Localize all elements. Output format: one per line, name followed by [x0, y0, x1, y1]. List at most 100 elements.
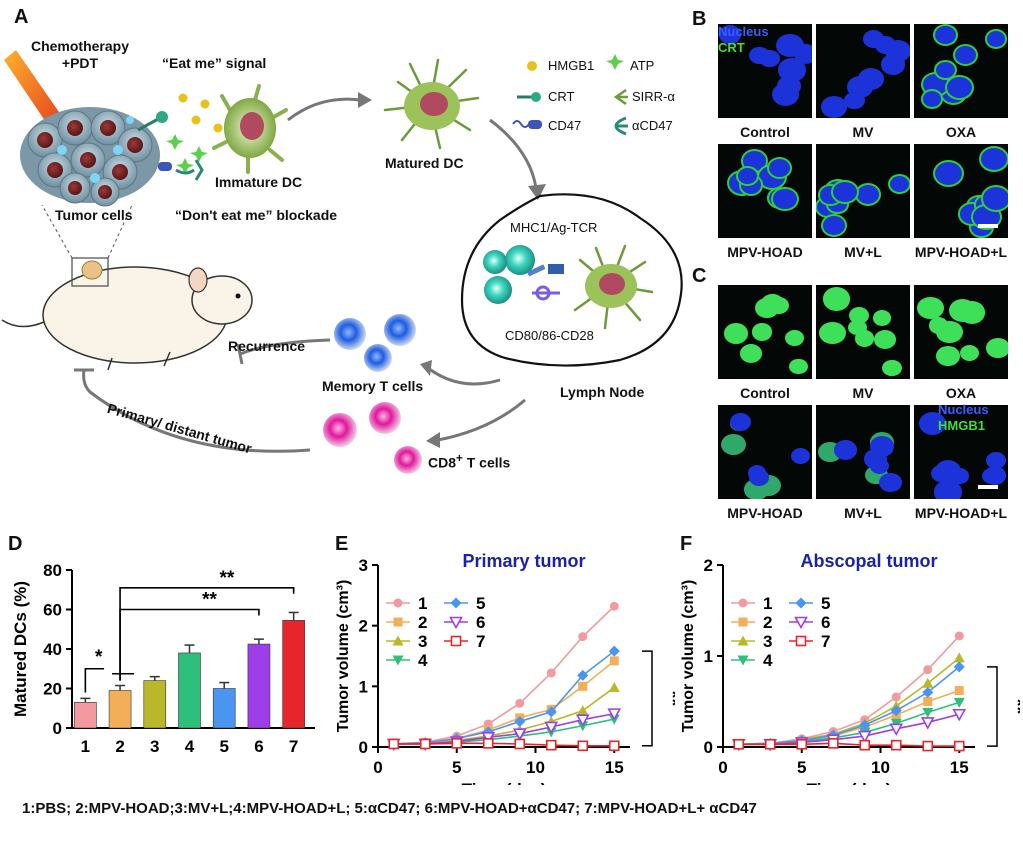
- immature-dc-label: Immature DC: [215, 174, 303, 190]
- legend-label: 6: [821, 613, 830, 632]
- x-tick-label: 7: [289, 737, 298, 756]
- cell-nucleus: [789, 358, 808, 375]
- hmgb1-micrograph: [914, 405, 1008, 499]
- cell-nucleus: [923, 73, 948, 95]
- cell-nucleus: [928, 317, 949, 335]
- data-point: [393, 598, 403, 608]
- x-tick-label: 1: [81, 737, 90, 756]
- data-point: [953, 661, 965, 673]
- atp-icon: [166, 134, 208, 174]
- cd80-label: CD80/86-CD28: [505, 328, 594, 343]
- c-stain-hmgb1: HMGB1: [938, 418, 985, 433]
- legend-acd47-icon: [614, 116, 628, 136]
- bar-6: [247, 643, 271, 729]
- cell-nucleus: [947, 77, 973, 99]
- y-tick-label: 1: [704, 647, 713, 666]
- data-point: [738, 598, 748, 608]
- cell-nucleus: [986, 452, 1007, 470]
- cell-nucleus: [855, 330, 875, 347]
- data-point: [608, 740, 620, 752]
- cell-nucleus: [718, 25, 742, 45]
- scale-bar: [978, 224, 998, 228]
- sig-label: *: [95, 647, 103, 668]
- legend-label: 2: [418, 613, 427, 632]
- chemo-pdt-label: Chemotherapy +PDT: [30, 38, 130, 71]
- cell-nucleus: [935, 61, 956, 79]
- y-axis-title: Tumor volume (cm³): [680, 580, 697, 733]
- cell-nucleus: [882, 359, 902, 377]
- data-point: [859, 739, 871, 751]
- hmgb1-caption: OXA: [945, 385, 977, 401]
- data-point: [512, 728, 527, 741]
- legend-hmgb1-icon: [527, 61, 537, 71]
- sig-bracket: [642, 650, 653, 747]
- hmgb1-micrograph: [718, 285, 812, 379]
- data-point: [794, 616, 808, 630]
- hmgb1-caption: MPV-HOAD+L: [914, 505, 1008, 521]
- legend-cd47-label: CD47: [548, 118, 582, 133]
- immature-dc: [212, 84, 288, 174]
- data-point: [419, 738, 431, 750]
- data-point: [859, 719, 871, 731]
- bar-7: [282, 620, 305, 729]
- cell-nucleus: [768, 158, 790, 177]
- data-point: [608, 645, 620, 657]
- data-point: [609, 656, 619, 666]
- data-point: [392, 655, 404, 666]
- mouse: [1, 204, 253, 371]
- x-tick-label: 15: [950, 758, 969, 777]
- x-tick-label: 5: [452, 758, 461, 777]
- hmgb1-caption: MPV-HOAD: [727, 505, 803, 521]
- data-point: [733, 738, 745, 750]
- data-point: [451, 738, 463, 749]
- cell-nucleus: [872, 310, 891, 326]
- cell-nucleus: [954, 45, 976, 64]
- x-tick-label: 0: [373, 758, 382, 777]
- cell-nucleus: [833, 440, 858, 461]
- legend-crt-label: CRT: [548, 89, 575, 104]
- crt-caption: MV: [852, 124, 874, 140]
- cell-nucleus: [986, 337, 1008, 358]
- panel-label-f: F: [680, 533, 693, 555]
- legend-sirr-label: SIRR-α: [632, 89, 675, 104]
- b-stain-nucleus: Nucleus: [718, 24, 769, 39]
- recurrence-label: Recurrence: [228, 338, 306, 354]
- eat-me-label: “Eat me” signal: [162, 55, 267, 71]
- sig-label: **: [219, 568, 234, 589]
- y-tick-label: 0: [53, 719, 62, 738]
- cell-nucleus: [880, 54, 906, 76]
- hmgb1-caption: MV+L: [844, 505, 882, 521]
- cell-nucleus: [870, 457, 890, 474]
- legend-atp-label: ATP: [630, 58, 655, 73]
- x-tick-label: 3: [150, 737, 159, 756]
- cell-nucleus: [959, 345, 979, 362]
- crt-micrograph: [816, 144, 910, 238]
- x-tick-label: 15: [605, 758, 624, 777]
- cell-nucleus: [749, 46, 770, 64]
- x-tick-label: 6: [254, 737, 263, 756]
- panel-label-a: A: [14, 6, 29, 28]
- cell-nucleus: [874, 330, 897, 349]
- data-point: [577, 705, 589, 716]
- dont-eat-me-label: “Don't eat me” blockade: [175, 207, 338, 223]
- tumor-cluster: [20, 107, 160, 207]
- cd8-label: CD8+ T cells: [428, 452, 511, 471]
- crt-caption: OXA: [945, 124, 977, 140]
- tumor-cells-label: Tumor cells: [55, 207, 133, 223]
- data-point: [920, 717, 935, 730]
- chart-e-primary: Primary tumor0123051015Time (day)Tumor v…: [335, 551, 675, 785]
- x-axis-title: Time (day): [807, 780, 892, 785]
- panel-label-b: B: [692, 8, 707, 30]
- matured-dc: [383, 58, 480, 150]
- data-point: [515, 698, 525, 708]
- cell-nucleus: [958, 301, 985, 324]
- schematic-figure: [1, 50, 683, 474]
- cell-nucleus: [822, 287, 851, 311]
- data-point: [922, 677, 934, 688]
- legend-sirr-icon: [613, 88, 628, 106]
- crt-caption: Control: [740, 124, 790, 140]
- legend-label: 7: [821, 632, 830, 651]
- matured-dc-label: Matured DC: [385, 155, 464, 171]
- legend-label: 5: [476, 594, 485, 613]
- mhc-label: MHC1/Ag-TCR: [510, 220, 598, 235]
